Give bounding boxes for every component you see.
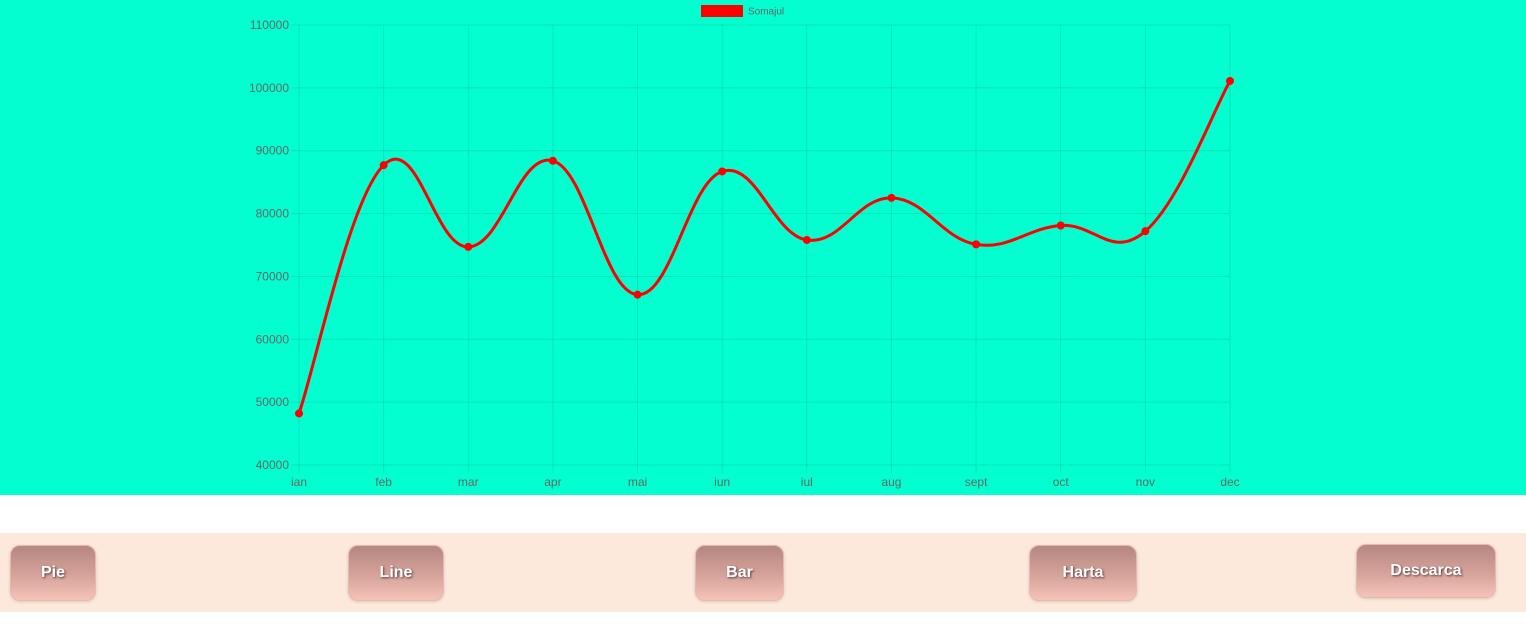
data-point xyxy=(802,235,811,244)
data-point xyxy=(972,240,981,249)
legend-label: Somajul xyxy=(748,7,784,18)
line-button[interactable]: Line xyxy=(348,545,444,601)
x-tick-label: mar xyxy=(458,475,479,489)
harta-button[interactable]: Harta xyxy=(1029,545,1137,601)
series-line xyxy=(297,80,1232,414)
y-tick-label: 40000 xyxy=(256,458,290,472)
x-tick-label: oct xyxy=(1053,475,1070,489)
chart-area: 40000 50000 60000 70000 80000 90000 100000 1100… xyxy=(0,0,1526,495)
x-tick-label: mai xyxy=(628,475,647,489)
button-bar: Pie Line Bar Harta Descarca xyxy=(0,533,1526,612)
y-tick-label: 90000 xyxy=(256,144,290,158)
data-point xyxy=(1056,221,1065,230)
x-tick-label: iul xyxy=(801,475,813,489)
y-tick-label: 70000 xyxy=(256,269,290,283)
legend-swatch xyxy=(701,5,743,17)
y-tick-label: 80000 xyxy=(256,207,290,221)
y-tick-label: 110000 xyxy=(250,18,289,32)
bar-button[interactable]: Bar xyxy=(695,545,784,601)
pie-button[interactable]: Pie xyxy=(10,545,96,601)
x-tick-label: apr xyxy=(544,475,561,489)
x-tick-label: sept xyxy=(965,475,988,489)
x-tick-label: aug xyxy=(881,475,901,489)
data-point xyxy=(633,290,642,299)
data-point xyxy=(1226,76,1234,85)
y-tick-label: 60000 xyxy=(256,332,290,346)
x-tick-label: dec xyxy=(1220,475,1239,489)
data-point xyxy=(379,161,388,170)
x-tick-label: ian xyxy=(291,475,307,489)
y-tick-label: 100000 xyxy=(249,81,289,95)
data-point xyxy=(718,167,727,176)
data-point xyxy=(295,409,303,418)
data-point xyxy=(464,242,473,251)
line-chart: 40000 50000 60000 70000 80000 90000 100000 1100… xyxy=(249,5,1240,489)
descarca-button[interactable]: Descarca xyxy=(1356,544,1496,598)
data-point xyxy=(548,156,557,165)
x-tick-label: feb xyxy=(375,475,392,489)
x-tick-label: nov xyxy=(1136,475,1155,489)
data-point xyxy=(887,193,896,202)
y-tick-label: 50000 xyxy=(256,395,290,409)
data-point xyxy=(1141,227,1150,236)
x-tick-label: iun xyxy=(714,475,730,489)
